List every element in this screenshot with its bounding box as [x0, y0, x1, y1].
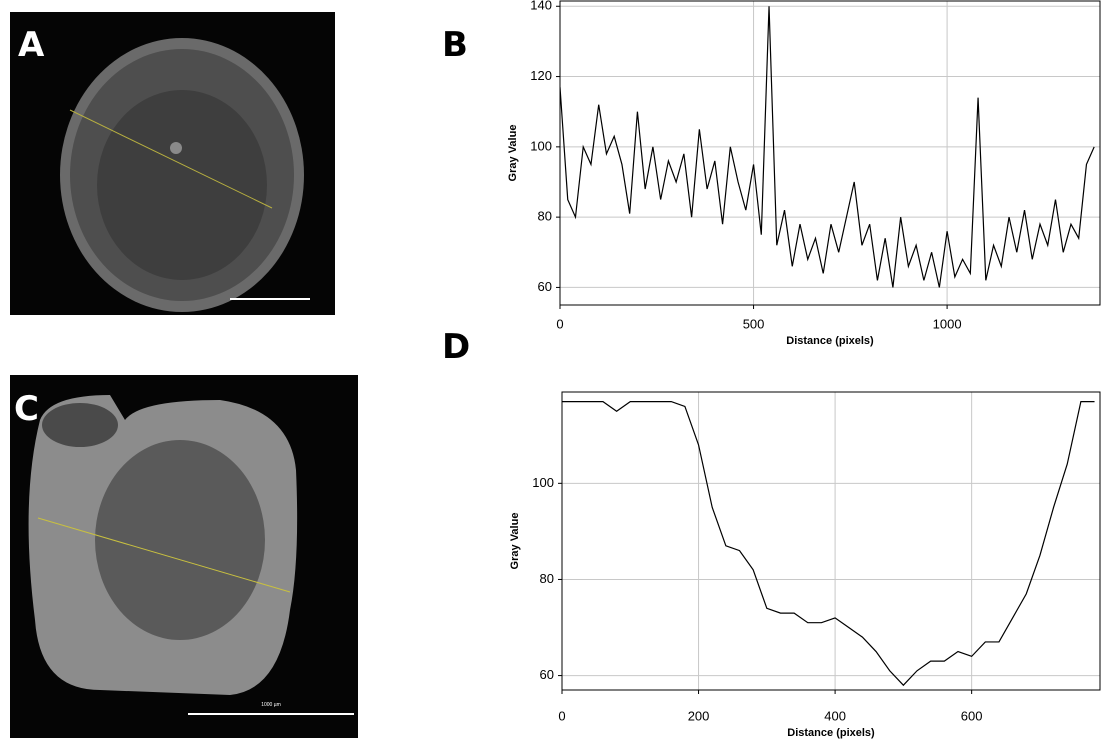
profile-line: [562, 401, 1095, 687]
y-tick-label: 80: [540, 571, 554, 586]
x-tick-label: 200: [688, 708, 710, 723]
image-c: 1000 µm: [10, 375, 358, 738]
y-tick-label: 100: [530, 138, 552, 153]
x-axis-title: Distance (pixels): [786, 335, 874, 347]
x-tick-label: 1000: [933, 316, 962, 331]
y-tick-label: 140: [530, 0, 552, 13]
y-tick-label: 60: [538, 279, 552, 294]
panel-label: D: [442, 327, 470, 367]
scale-bar-label: 1000 µm: [261, 702, 281, 708]
y-axis-title: Gray Value: [509, 513, 521, 570]
plot-frame: [561, 391, 1101, 691]
panel-label: C: [14, 389, 39, 429]
x-tick-label: 400: [824, 708, 846, 723]
y-tick-label: 60: [540, 667, 554, 682]
x-axis-title: Distance (pixels): [787, 727, 875, 739]
panel-label: B: [442, 25, 468, 65]
plot-frame: [559, 0, 1101, 306]
x-tick-label: 500: [743, 316, 765, 331]
y-tick-label: 120: [530, 68, 552, 83]
x-tick-label: 600: [961, 708, 983, 723]
image-a: [10, 12, 335, 315]
y-tick-label: 80: [538, 209, 552, 224]
y-axis-title: Gray Value: [507, 125, 519, 182]
y-tick-label: 100: [532, 475, 554, 490]
x-tick-label: 0: [558, 708, 565, 723]
panel-label: A: [18, 25, 45, 65]
profile-line: [560, 6, 1095, 288]
x-tick-label: 0: [556, 316, 563, 331]
